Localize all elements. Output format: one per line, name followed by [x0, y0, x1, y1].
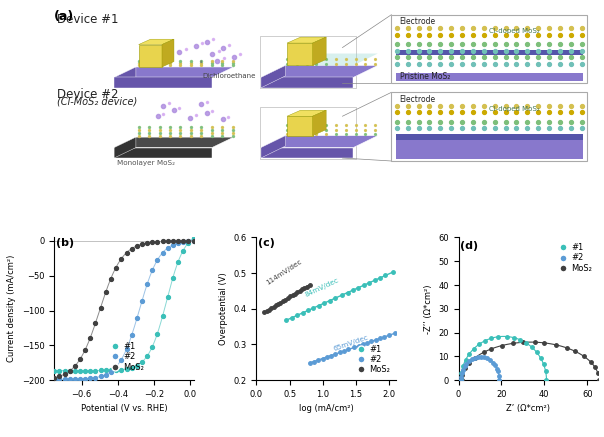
Polygon shape [114, 67, 234, 77]
Text: (d): (d) [460, 241, 478, 251]
Polygon shape [261, 135, 285, 158]
Polygon shape [138, 45, 162, 67]
Text: Device #2: Device #2 [57, 88, 118, 101]
Bar [396, 50, 583, 55]
Polygon shape [114, 77, 212, 88]
Text: (Cl-MoS₂ device): (Cl-MoS₂ device) [57, 97, 137, 107]
Text: Electrode: Electrode [400, 17, 435, 26]
Y-axis label: Overpotential (V): Overpotential (V) [219, 272, 228, 345]
Text: Dichloroethane: Dichloroethane [202, 73, 255, 79]
Polygon shape [287, 43, 313, 66]
Text: Monolayer MoS₂: Monolayer MoS₂ [117, 160, 175, 166]
Polygon shape [162, 39, 174, 67]
Legend: #1, #2, MoS₂: #1, #2, MoS₂ [112, 340, 146, 373]
Bar [396, 73, 583, 81]
Text: Cl-doped MoS₂: Cl-doped MoS₂ [489, 106, 540, 112]
Polygon shape [313, 37, 326, 66]
Polygon shape [313, 110, 326, 135]
Polygon shape [261, 66, 378, 77]
Polygon shape [261, 148, 353, 158]
Polygon shape [287, 110, 326, 116]
Polygon shape [261, 135, 378, 148]
Text: 114mV/dec: 114mV/dec [265, 258, 303, 286]
Polygon shape [287, 116, 313, 135]
Text: 84mV/dec: 84mV/dec [304, 277, 340, 298]
Polygon shape [287, 37, 326, 43]
Polygon shape [114, 137, 136, 158]
Bar [391, 15, 587, 83]
Polygon shape [114, 67, 136, 88]
Y-axis label: -Z’’ (Ω*cm²): -Z’’ (Ω*cm²) [423, 284, 432, 333]
Text: Electrode: Electrode [400, 95, 435, 104]
Text: Device #1: Device #1 [57, 13, 118, 26]
Legend: #1, #2, MoS₂: #1, #2, MoS₂ [358, 343, 391, 376]
Bar [396, 140, 583, 159]
Polygon shape [285, 53, 378, 66]
Polygon shape [114, 137, 234, 148]
X-axis label: Potential (V vs. RHE): Potential (V vs. RHE) [81, 405, 167, 413]
Polygon shape [261, 66, 285, 88]
Bar [391, 92, 587, 161]
Polygon shape [114, 148, 212, 158]
Polygon shape [138, 39, 174, 45]
Text: (b): (b) [56, 238, 74, 248]
X-axis label: log (mA/cm²): log (mA/cm²) [299, 405, 353, 413]
Y-axis label: Current density (mA/cm²): Current density (mA/cm²) [7, 255, 16, 362]
Text: Pristine MoS₂: Pristine MoS₂ [400, 72, 450, 81]
Legend: #1, #2, MoS₂: #1, #2, MoS₂ [559, 242, 594, 274]
X-axis label: Z’ (Ω*cm²): Z’ (Ω*cm²) [506, 405, 550, 413]
Text: (a): (a) [54, 10, 75, 23]
Text: (c): (c) [258, 239, 275, 249]
Bar [396, 134, 583, 139]
Polygon shape [261, 77, 353, 88]
Text: Cl-doped MoS₂: Cl-doped MoS₂ [489, 28, 540, 34]
Text: 65mV/dec: 65mV/dec [333, 335, 370, 352]
